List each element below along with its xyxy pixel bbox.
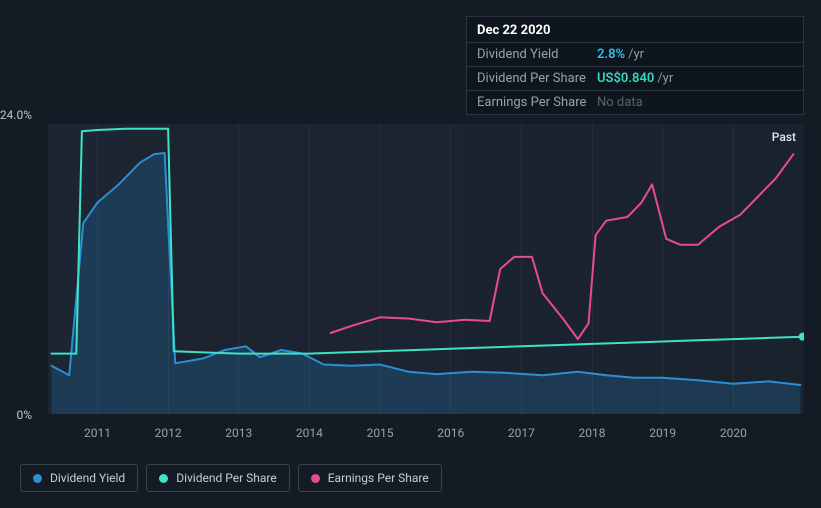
tooltip-suffix: /yr (628, 47, 644, 62)
legend-dot-icon (311, 474, 320, 483)
legend-label: Dividend Yield (50, 471, 125, 485)
x-tick: 2011 (84, 426, 111, 440)
series-fill (52, 153, 801, 414)
x-tick: 2020 (720, 426, 747, 440)
legend-label: Dividend Per Share (176, 471, 277, 485)
dividend-chart: 24.0% 0% Past 20112012201320142015201620… (18, 100, 808, 450)
y-axis-max: 24.0% (0, 108, 32, 122)
tooltip-suffix: /yr (657, 71, 673, 86)
legend-item[interactable]: Dividend Per Share (146, 464, 290, 492)
legend-label: Earnings Per Share (328, 471, 429, 485)
x-tick: 2015 (367, 426, 394, 440)
legend-dot-icon (33, 474, 42, 483)
x-axis: 2011 2012 2013 2014 2015 2016 2017 2018 2019 2020 (48, 418, 804, 448)
tooltip-value: 2.8% (597, 47, 625, 62)
tooltip-row: Dividend Yield2.8% /yr (467, 43, 803, 67)
tooltip-date: Dec 22 2020 (467, 17, 803, 43)
legend-item[interactable]: Earnings Per Share (298, 464, 442, 492)
plot-area[interactable]: Past (48, 124, 804, 414)
x-tick: 2013 (225, 426, 252, 440)
series-end-marker (799, 333, 804, 341)
chart-legend: Dividend Yield Dividend Per Share Earnings… (20, 464, 442, 492)
y-axis-min: 0% (16, 408, 32, 422)
x-tick: 2016 (437, 426, 464, 440)
x-tick: 2017 (508, 426, 535, 440)
legend-item[interactable]: Dividend Yield (20, 464, 138, 492)
x-tick: 2014 (296, 426, 323, 440)
x-tick: 2019 (649, 426, 676, 440)
tooltip-label: Dividend Per Share (477, 71, 597, 86)
series-line (331, 154, 794, 339)
x-tick: 2018 (579, 426, 606, 440)
tooltip-value: US$0.840 (597, 71, 654, 86)
chart-svg (48, 124, 804, 414)
tooltip-label: Dividend Yield (477, 47, 597, 62)
legend-dot-icon (159, 474, 168, 483)
tooltip-row: Dividend Per ShareUS$0.840 /yr (467, 67, 803, 91)
x-tick: 2012 (155, 426, 182, 440)
